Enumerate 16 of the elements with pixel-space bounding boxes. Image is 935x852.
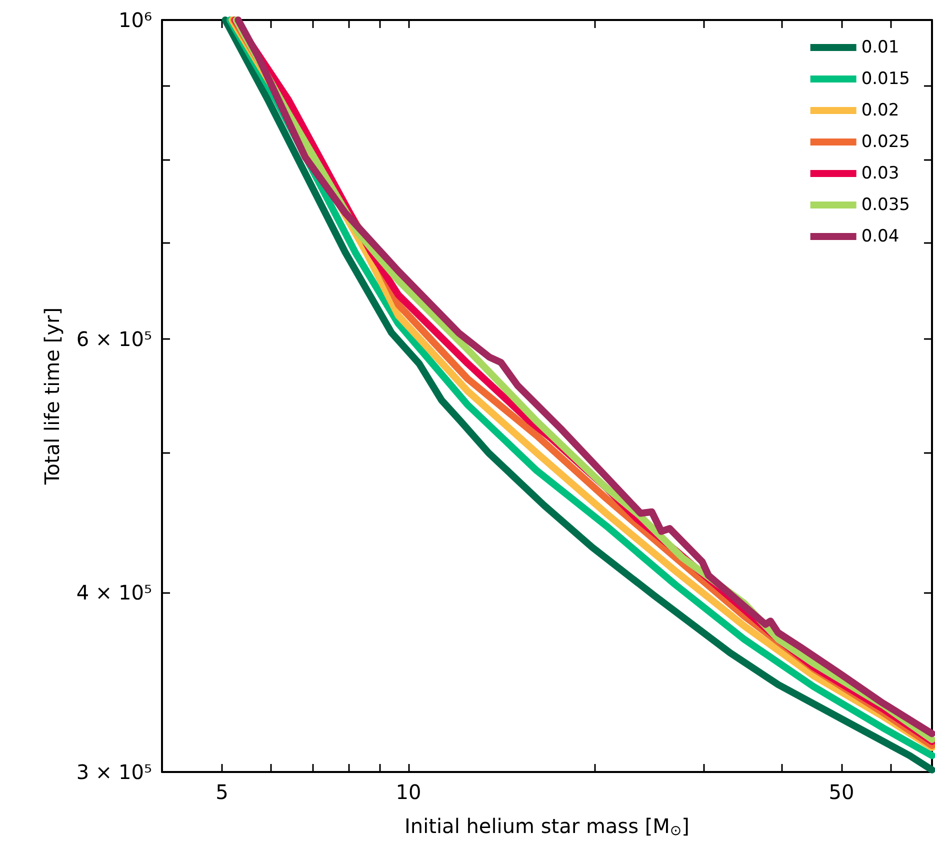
y-tick-label: 10⁶ [118,8,152,32]
x-tick-label: 50 [828,780,854,804]
y-tick-label: 3 × 10⁵ [76,760,152,784]
legend-label: 0.02 [861,100,900,120]
y-tick-label: 6 × 10⁵ [76,327,152,352]
legend-label: 0.015 [861,69,910,89]
legend-label: 0.025 [861,132,910,152]
legend-label: 0.035 [861,195,910,215]
legend-label: 0.04 [861,226,900,246]
x-tick-label: 5 [216,780,228,804]
y-axis-title: Total life time [yr] [40,307,64,486]
legend-label: 0.03 [861,164,900,184]
legend-label: 0.01 [861,38,900,58]
x-tick-label: 10 [396,780,422,804]
y-tick-label: 4 × 10⁵ [76,580,152,604]
x-axis-title: Initial helium star mass [M⊙] [404,814,690,839]
